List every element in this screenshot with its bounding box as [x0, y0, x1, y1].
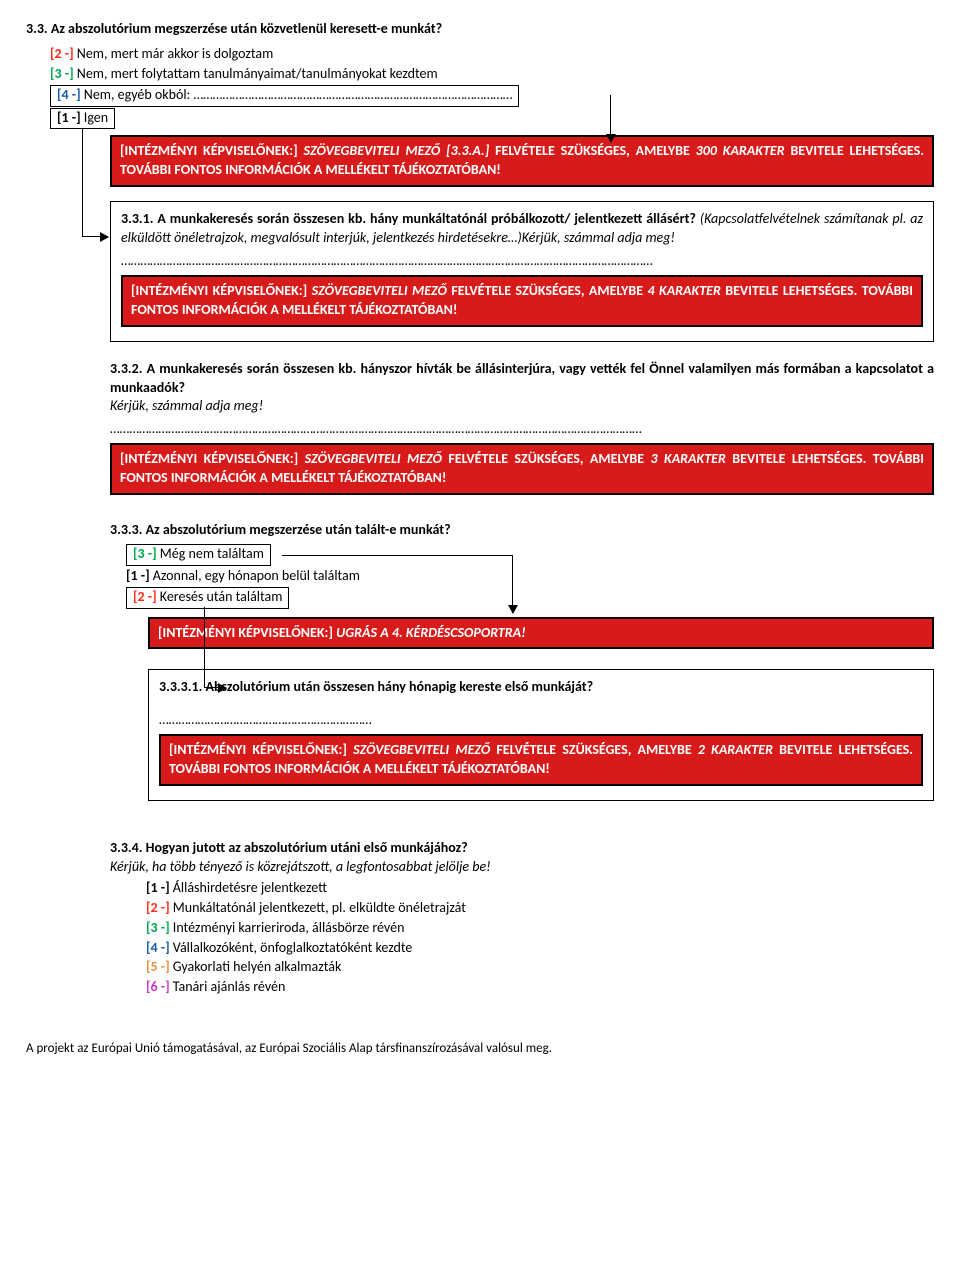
- q334: 3.3.4. Hogyan jutott az abszolutórium ut…: [110, 837, 934, 1000]
- q3331-title: 3.3.3.1. Abszolutórium után összesen hán…: [159, 678, 923, 697]
- question-3-3: 3.3. Az abszolutórium megszerzése után k…: [26, 20, 934, 1000]
- q331-instruction: [INTÉZMÉNYI KÉPVISELŐNEK:] SZÖVEGBEVITEL…: [121, 275, 923, 327]
- q333-jump-instruction: [INTÉZMÉNYI KÉPVISELŐNEK:] UGRÁS A 4. KÉ…: [148, 617, 934, 650]
- q33-opt-1: [1 -] Igen: [50, 108, 934, 130]
- q331-dots: ……………………………………………………………………………………………………………: [121, 252, 923, 271]
- q3331: 3.3.3.1. Abszolutórium után összesen hán…: [148, 669, 934, 801]
- q3331-instruction: [INTÉZMÉNYI KÉPVISELŐNEK:] SZÖVEGBEVITEL…: [159, 734, 923, 786]
- q33-opt-2: [2 -] Nem, mert már akkor is dolgoztam: [50, 45, 934, 64]
- q33-nested: [INTÉZMÉNYI KÉPVISELŐNEK:] SZÖVEGBEVITEL…: [110, 135, 934, 1000]
- q333: 3.3.3. Az abszolutórium megszerzése után…: [110, 519, 934, 811]
- q332-instruction-text: Kérjük, számmal adja meg!: [110, 397, 934, 416]
- connector-arrow: [610, 141, 611, 142]
- q333-opt-1: [1 -] Azonnal, egy hónapon belül találta…: [126, 567, 934, 586]
- q3331-dots: …………………………………………………………: [159, 711, 923, 730]
- q334-opt-6: [6 -] Tanári ajánlás révén: [146, 978, 934, 997]
- q334-opt-1: [1 -] Álláshirdetésre jelentkezett: [146, 879, 934, 898]
- connector-arrow: [512, 612, 513, 613]
- q33-instruction: [INTÉZMÉNYI KÉPVISELŐNEK:] SZÖVEGBEVITEL…: [110, 135, 934, 187]
- q334-opt-2: [2 -] Munkáltatónál jelentkezett, pl. el…: [146, 899, 934, 918]
- page-footer: A projekt az Európai Unió támogatásával,…: [26, 1040, 934, 1058]
- q334-opt-3: [3 -] Intézményi karrieriroda, állásbörz…: [146, 919, 934, 938]
- q333-title: 3.3.3. Az abszolutórium megszerzése után…: [110, 521, 934, 540]
- q334-ital: Kérjük, ha több tényező is közrejátszott…: [110, 858, 934, 877]
- q333-opt-3: [3 -] Még nem találtam: [126, 544, 934, 566]
- connector: [82, 128, 83, 236]
- connector-arrow: [82, 236, 108, 237]
- q332-dots: ……………………………………………………………………………………………………………: [110, 420, 934, 439]
- q334-title: 3.3.4. Hogyan jutott az abszolutórium ut…: [110, 839, 934, 858]
- q333-opt-2: [2 -] Keresés után találtam: [126, 587, 934, 609]
- connector-arrow: [204, 687, 226, 688]
- q33-title: 3.3. Az abszolutórium megszerzése után k…: [26, 20, 934, 39]
- q33-opt-4: [4 -] Nem, egyéb okból: ……………………………………………: [50, 85, 934, 107]
- q331: 3.3.1. A munkakeresés során összesen kb.…: [110, 201, 934, 341]
- connector: [282, 555, 512, 556]
- q33-options: [2 -] Nem, mert már akkor is dolgoztam […: [50, 45, 934, 130]
- q334-opt-4: [4 -] Vállalkozóként, önfoglalkoztatókén…: [146, 939, 934, 958]
- q334-opt-5: [5 -] Gyakorlati helyén alkalmazták: [146, 958, 934, 977]
- connector: [204, 607, 205, 687]
- q33-opt-3: [3 -] Nem, mert folytattam tanulmányaima…: [50, 65, 934, 84]
- q332: 3.3.2. A munkakeresés során összesen kb.…: [110, 358, 934, 503]
- q332-instruction: [INTÉZMÉNYI KÉPVISELŐNEK:] SZÖVEGBEVITEL…: [110, 443, 934, 495]
